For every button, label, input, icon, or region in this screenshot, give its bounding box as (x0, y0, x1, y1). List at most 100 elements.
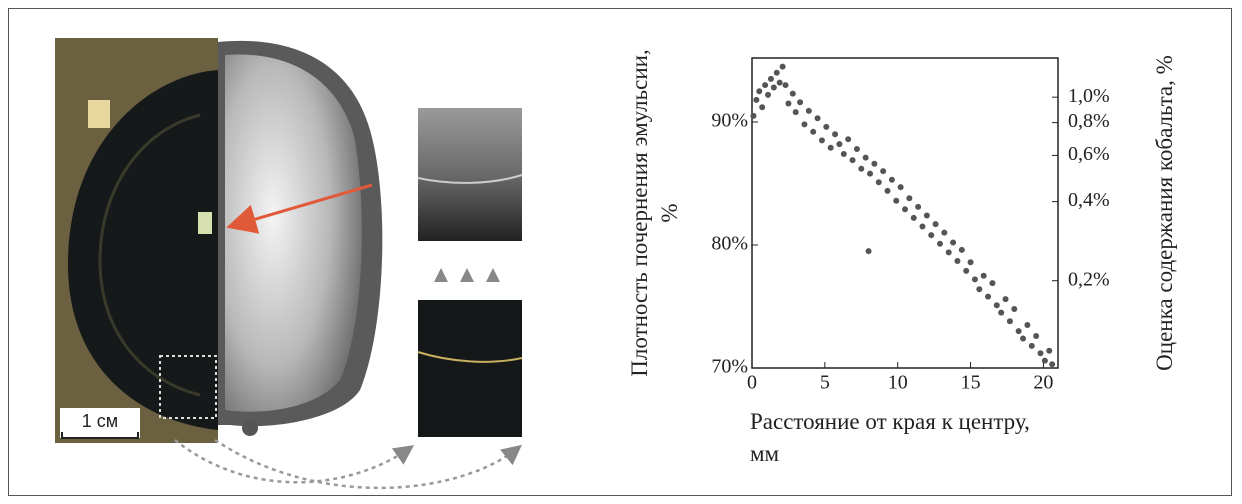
point (893, 197, 900, 204)
point (818, 137, 825, 144)
point (814, 115, 821, 122)
point (919, 223, 926, 230)
y2-tick-label: 0,2% (1068, 268, 1110, 290)
y2-tick-label: 0,4% (1068, 189, 1110, 211)
photo-selection (159, 355, 217, 419)
point (756, 88, 763, 95)
dashed-arrow (214, 438, 522, 490)
red-arrow (226, 183, 373, 234)
point (792, 109, 799, 116)
point (910, 214, 917, 221)
point (906, 195, 913, 202)
x-tick-label: 15 (961, 372, 981, 394)
point (897, 184, 904, 191)
y2-tick-label: 0,6% (1068, 143, 1110, 165)
point (915, 203, 922, 210)
scale-box (60, 408, 140, 438)
point (840, 150, 847, 157)
photo-spot (198, 212, 212, 234)
point (770, 84, 777, 91)
y2-axis-label: Оценка содержания кобальта, % (1152, 55, 1177, 371)
point (980, 272, 987, 279)
scale-bar (61, 432, 139, 439)
point (782, 82, 789, 89)
point (875, 179, 882, 186)
scale-label: 1 см (82, 411, 118, 431)
point (936, 240, 943, 247)
point (858, 165, 865, 172)
point (853, 146, 860, 153)
x-tick-label: 20 (1033, 372, 1053, 394)
point (1033, 333, 1040, 340)
point (989, 280, 996, 287)
point (1049, 361, 1056, 368)
point (954, 257, 961, 264)
point (1037, 350, 1044, 357)
point (789, 90, 796, 97)
point (849, 157, 856, 164)
point (967, 259, 974, 266)
point (1028, 342, 1035, 349)
up-arrows (434, 268, 500, 282)
point (950, 239, 957, 246)
point (1011, 305, 1018, 312)
point (776, 79, 783, 86)
point (1024, 321, 1031, 328)
x-axis-label: Расстояние от края к центру, мм (750, 409, 1030, 466)
point (797, 99, 804, 106)
dashed-arrow (174, 439, 415, 484)
plot-frame (751, 57, 1059, 369)
point (805, 107, 812, 114)
point (941, 229, 948, 236)
point (862, 154, 869, 161)
point (884, 187, 891, 194)
point (998, 309, 1005, 316)
point (765, 91, 772, 98)
x-tick-label: 10 (888, 372, 908, 394)
point (976, 286, 983, 293)
point (1041, 357, 1048, 364)
point (1046, 347, 1053, 354)
point (1002, 296, 1009, 303)
y-tick-label: 80% (711, 233, 748, 255)
point (985, 293, 992, 300)
point (753, 96, 760, 103)
point (750, 112, 757, 119)
y2-tick-label: 0,8% (1068, 110, 1110, 132)
point (902, 206, 908, 213)
x-tick-label: 0 (747, 372, 757, 394)
point (958, 246, 965, 253)
point (932, 221, 939, 228)
photo-section (67, 70, 218, 430)
inset-autoradiograph (418, 108, 522, 241)
point (1020, 335, 1027, 342)
point (801, 121, 808, 128)
photo-ring (98, 113, 201, 397)
point (867, 170, 874, 177)
point (845, 136, 852, 143)
point (823, 123, 830, 130)
y-tick-label: 70% (711, 356, 748, 378)
point (971, 276, 978, 283)
y-axis-label: Плотность почернения эмульсии, % (627, 49, 682, 377)
point (759, 104, 766, 111)
point (923, 212, 930, 219)
inset-photo (418, 300, 522, 437)
point (836, 141, 843, 148)
point (773, 69, 780, 76)
point (1006, 318, 1013, 325)
point (1015, 328, 1022, 335)
point (827, 144, 834, 151)
photo-spot (88, 100, 110, 128)
x-tick-label: 5 (820, 372, 830, 394)
inset-band (417, 351, 523, 363)
point (928, 232, 935, 239)
point (810, 128, 817, 135)
point (767, 75, 774, 82)
autoradiograph-blob (242, 420, 258, 436)
inset-band (417, 174, 523, 184)
y-tick-label: 90% (711, 110, 748, 132)
point (779, 63, 786, 70)
